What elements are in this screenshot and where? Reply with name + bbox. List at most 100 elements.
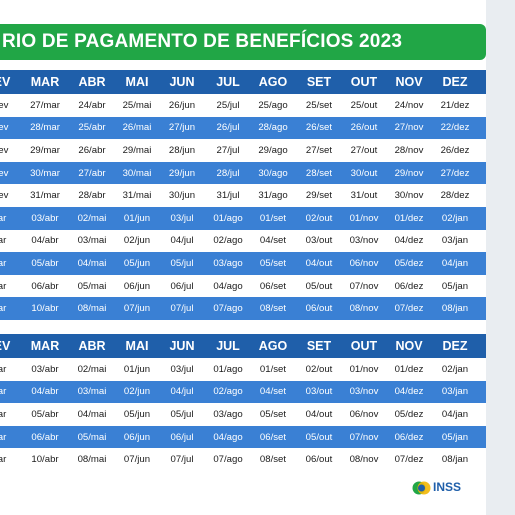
month-header: AGO [258, 75, 288, 89]
table-row: ar 06/abr 05/mai 06/jun 06/jul 04/ago 06/set 05… [0, 425, 486, 449]
date-cell: 07/ago [213, 454, 243, 466]
date-cell: 06/abr [31, 280, 59, 292]
table-row: ar 06/abr 05/mai 06/jun 06/jul 04/ago 06/set 05… [0, 274, 486, 298]
date-cell: 29/ago [258, 144, 288, 156]
date-cell: 27/mar [30, 99, 60, 111]
table-row: ar 03/abr 02/mai 01/jun 03/jul 01/ago 01/set 02… [0, 206, 486, 230]
month-header: OUT [350, 75, 378, 89]
date-cell: 02/out [305, 212, 333, 224]
date-cell: 02/jun [123, 386, 151, 398]
date-cell: 02/mai [77, 363, 107, 375]
date-cell: 06/set [259, 431, 287, 443]
month-header: EV [0, 339, 11, 353]
date-cell: 28/ago [258, 122, 288, 134]
date-cell: 28/nov [394, 144, 424, 156]
date-cell: 27/nov [394, 122, 424, 134]
date-cell: 05/out [305, 431, 333, 443]
date-cell: 08/set [259, 454, 287, 466]
date-cell: 28/mar [30, 122, 60, 134]
page-title: RIO DE PAGAMENTO DE BENEFÍCIOS 2023 [2, 31, 403, 52]
date-cell: 05/out [305, 280, 333, 292]
date-cell: 04/dez [394, 235, 424, 247]
payment-calendar-card: RIO DE PAGAMENTO DE BENEFÍCIOS 2023 EV MA… [0, 0, 486, 515]
date-cell: 07/nov [349, 280, 379, 292]
date-cell: 25/ago [258, 99, 288, 111]
month-header-row: EV MAR ABR MAI JUN JUL AGO SET OUT NOV DEZ [0, 334, 486, 358]
date-cell: 29/jun [168, 167, 196, 179]
table-row: ar 04/abr 03/mai 02/jun 04/jul 02/ago 04/set 03… [0, 380, 486, 404]
inss-logo-icon [412, 481, 431, 495]
date-cell: 04/set [259, 235, 287, 247]
date-cell: 04/ago [213, 280, 243, 292]
date-cell: 08/nov [349, 303, 379, 315]
date-cell: 26/set [305, 122, 333, 134]
date-cell: 04/jan [441, 257, 469, 269]
date-cell: 07/jul [170, 303, 194, 315]
table-row: ar 05/abr 04/mai 05/jun 05/jul 03/ago 05/set 04… [0, 252, 486, 275]
date-cell: 26/abr [78, 144, 106, 156]
date-cell: 28/abr [78, 190, 106, 202]
date-cell: 02/ago [213, 235, 243, 247]
date-cell: 27/dez [440, 167, 470, 179]
date-cell: ar [0, 280, 7, 292]
date-cell: fev [0, 99, 9, 111]
date-cell: ar [0, 431, 7, 443]
table-row: fev 29/mar 26/abr 29/mai 28/jun 27/jul 29/ago 2… [0, 139, 486, 162]
table-row: ar 05/abr 04/mai 05/jun 05/jul 03/ago 05/set 04… [0, 403, 486, 426]
date-cell: 30/nov [394, 190, 424, 202]
date-cell: ar [0, 212, 7, 224]
date-cell: 26/dez [440, 144, 470, 156]
table-row: fev 28/mar 25/abr 26/mai 27/jun 26/jul 28/ago 2… [0, 116, 486, 140]
month-header: AGO [258, 339, 288, 353]
date-cell: 05/mai [77, 280, 107, 292]
date-cell: 06/jul [170, 431, 194, 443]
table-row: fev 31/mar 28/abr 31/mai 30/jun 31/jul 31/ago 2… [0, 184, 486, 207]
date-cell: 26/jul [216, 122, 240, 134]
date-cell: 02/jun [123, 235, 151, 247]
month-header: MAR [30, 75, 60, 89]
date-cell: 29/set [305, 190, 333, 202]
date-cell: 05/jun [123, 408, 151, 420]
date-cell: 04/out [305, 408, 333, 420]
date-cell: 01/jun [123, 212, 151, 224]
table-row: ar 10/abr 08/mai 07/jun 07/jul 07/ago 08/set 06… [0, 448, 486, 471]
month-header: DEZ [442, 339, 468, 353]
month-header: ABR [78, 75, 106, 89]
date-cell: 25/out [350, 99, 378, 111]
table-row: ar 10/abr 08/mai 07/jun 07/jul 07/ago 08/set 06… [0, 297, 486, 320]
date-cell: 28/dez [440, 190, 470, 202]
date-cell: 22/dez [440, 122, 470, 134]
date-cell: 04/jan [441, 408, 469, 420]
date-cell: ar [0, 257, 7, 269]
month-header: NOV [395, 75, 423, 89]
date-cell: 03/mai [77, 386, 107, 398]
date-cell: 01/set [259, 363, 287, 375]
date-cell: 28/jul [216, 167, 240, 179]
date-cell: 07/nov [349, 431, 379, 443]
inss-logo: INSS [411, 477, 477, 499]
date-cell: 30/ago [258, 167, 288, 179]
date-cell: 03/out [305, 235, 333, 247]
date-cell: 10/abr [31, 303, 59, 315]
title-bar: RIO DE PAGAMENTO DE BENEFÍCIOS 2023 [0, 24, 486, 60]
date-cell: 03/ago [213, 257, 243, 269]
date-cell: 08/jan [441, 303, 469, 315]
date-cell: ar [0, 303, 7, 315]
date-cell: fev [0, 190, 9, 202]
date-cell: 25/abr [78, 122, 106, 134]
date-cell: 21/dez [440, 99, 470, 111]
date-cell: 05/set [259, 408, 287, 420]
date-cell: 02/jan [441, 212, 469, 224]
payment-table-1: EV MAR ABR MAI JUN JUL AGO SET OUT NOV DEZ fev 27/ma… [0, 70, 486, 320]
date-cell: 06/nov [349, 257, 379, 269]
date-cell: 27/set [305, 144, 333, 156]
date-cell: 04/set [259, 386, 287, 398]
month-header: MAI [125, 75, 149, 89]
date-cell: 08/mai [77, 303, 107, 315]
table-row: ar 03/abr 02/mai 01/jun 03/jul 01/ago 01/set 02… [0, 358, 486, 381]
date-cell: 07/ago [213, 303, 243, 315]
date-cell: 06/jun [123, 431, 151, 443]
date-cell: 27/jun [168, 122, 196, 134]
date-cell: 01/dez [394, 363, 424, 375]
date-cell: 04/abr [31, 235, 59, 247]
